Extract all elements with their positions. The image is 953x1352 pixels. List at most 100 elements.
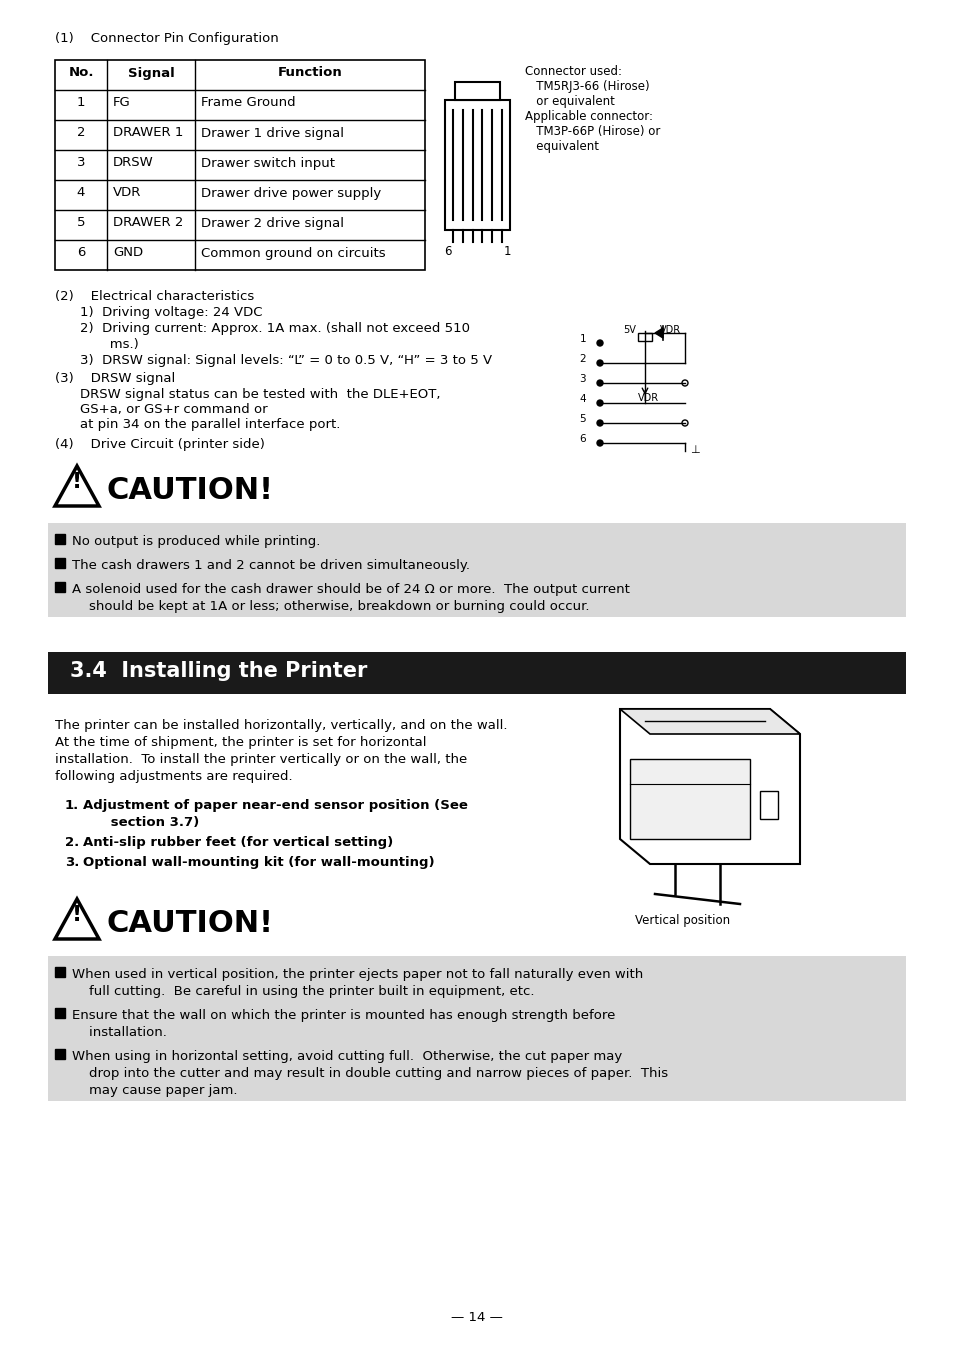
Bar — [55, 1049, 65, 1059]
Bar — [455, 82, 499, 100]
Text: following adjustments are required.: following adjustments are required. — [55, 771, 293, 783]
Text: section 3.7): section 3.7) — [83, 817, 199, 829]
Text: 1)  Driving voltage: 24 VDC: 1) Driving voltage: 24 VDC — [80, 306, 262, 319]
Text: DRSW signal status can be tested with  the DLE+EOT,: DRSW signal status can be tested with th… — [80, 388, 440, 402]
Polygon shape — [55, 466, 99, 506]
Circle shape — [597, 339, 602, 346]
Text: Function: Function — [277, 66, 342, 80]
Text: full cutting.  Be careful in using the printer built in equipment, etc.: full cutting. Be careful in using the pr… — [71, 986, 534, 998]
Bar — [444, 100, 510, 230]
Circle shape — [597, 439, 602, 446]
Circle shape — [597, 360, 602, 366]
Text: installation.: installation. — [71, 1026, 167, 1038]
Text: 3.4  Installing the Printer: 3.4 Installing the Printer — [70, 661, 367, 681]
Text: 2.: 2. — [65, 836, 79, 849]
Circle shape — [597, 380, 602, 387]
Text: VDR: VDR — [638, 393, 659, 403]
Bar — [629, 758, 749, 840]
Text: 1: 1 — [503, 245, 510, 258]
Text: (2)    Electrical characteristics: (2) Electrical characteristics — [55, 289, 254, 303]
Text: 2)  Driving current: Approx. 1A max. (shall not exceed 510: 2) Driving current: Approx. 1A max. (sha… — [80, 322, 470, 335]
Text: Drawer 1 drive signal: Drawer 1 drive signal — [201, 127, 344, 139]
Text: Drawer 2 drive signal: Drawer 2 drive signal — [201, 216, 344, 230]
Text: (4)    Drive Circuit (printer side): (4) Drive Circuit (printer side) — [55, 438, 265, 452]
Text: Optional wall-mounting kit (for wall-mounting): Optional wall-mounting kit (for wall-mou… — [83, 856, 435, 869]
Bar — [55, 581, 65, 592]
Bar — [55, 59, 424, 270]
Text: ⊥: ⊥ — [689, 445, 699, 456]
Text: 4: 4 — [77, 187, 85, 200]
Text: Anti-slip rubber feet (for vertical setting): Anti-slip rubber feet (for vertical sett… — [83, 836, 393, 849]
Text: A solenoid used for the cash drawer should be of 24 Ω or more.  The output curre: A solenoid used for the cash drawer shou… — [71, 583, 629, 596]
Text: CAUTION!: CAUTION! — [107, 909, 274, 938]
Text: Vertical position: Vertical position — [635, 914, 729, 927]
Text: DRSW: DRSW — [112, 157, 153, 169]
Bar — [48, 956, 905, 1101]
Text: VDR: VDR — [112, 187, 141, 200]
Text: ms.): ms.) — [80, 338, 138, 352]
Bar — [55, 558, 65, 568]
Text: VDR: VDR — [659, 324, 680, 335]
Text: No output is produced while printing.: No output is produced while printing. — [71, 535, 320, 548]
Text: (1)    Connector Pin Configuration: (1) Connector Pin Configuration — [55, 32, 278, 45]
Text: The cash drawers 1 and 2 cannot be driven simultaneously.: The cash drawers 1 and 2 cannot be drive… — [71, 558, 470, 572]
Text: 5: 5 — [578, 414, 585, 425]
Bar — [638, 333, 651, 341]
Text: DRAWER 2: DRAWER 2 — [112, 216, 183, 230]
Text: FG: FG — [112, 96, 131, 110]
Text: should be kept at 1A or less; otherwise, breakdown or burning could occur.: should be kept at 1A or less; otherwise,… — [71, 600, 589, 612]
Text: 2: 2 — [76, 127, 85, 139]
Text: 3: 3 — [76, 157, 85, 169]
Text: Common ground on circuits: Common ground on circuits — [201, 246, 385, 260]
Polygon shape — [619, 708, 800, 734]
Text: installation.  To install the printer vertically or on the wall, the: installation. To install the printer ver… — [55, 753, 467, 767]
Text: 1: 1 — [578, 334, 585, 343]
Text: may cause paper jam.: may cause paper jam. — [71, 1084, 237, 1096]
Text: 3.: 3. — [65, 856, 79, 869]
Text: 6: 6 — [578, 434, 585, 443]
Text: — 14 —: — 14 — — [451, 1311, 502, 1324]
Text: DRAWER 1: DRAWER 1 — [112, 127, 183, 139]
Text: No.: No. — [69, 66, 93, 80]
Text: The printer can be installed horizontally, vertically, and on the wall.: The printer can be installed horizontall… — [55, 719, 507, 731]
Text: GND: GND — [112, 246, 143, 260]
Text: 3)  DRSW signal: Signal levels: “L” = 0 to 0.5 V, “H” = 3 to 5 V: 3) DRSW signal: Signal levels: “L” = 0 t… — [80, 354, 492, 366]
Text: (3)    DRSW signal: (3) DRSW signal — [55, 372, 175, 385]
Bar — [55, 534, 65, 544]
Text: Drawer switch input: Drawer switch input — [201, 157, 335, 169]
Text: 4: 4 — [578, 393, 585, 404]
Circle shape — [597, 420, 602, 426]
Text: at pin 34 on the parallel interface port.: at pin 34 on the parallel interface port… — [80, 418, 340, 431]
Text: Frame Ground: Frame Ground — [201, 96, 295, 110]
Text: 6: 6 — [444, 245, 452, 258]
Text: !: ! — [71, 904, 82, 925]
Polygon shape — [619, 708, 800, 864]
Text: 2: 2 — [578, 354, 585, 364]
Bar — [760, 791, 778, 819]
Text: Ensure that the wall on which the printer is mounted has enough strength before: Ensure that the wall on which the printe… — [71, 1009, 615, 1022]
Text: GS+a, or GS+r command or: GS+a, or GS+r command or — [80, 403, 268, 416]
Bar — [55, 1009, 65, 1018]
Text: !: ! — [71, 472, 82, 492]
Text: drop into the cutter and may result in double cutting and narrow pieces of paper: drop into the cutter and may result in d… — [71, 1067, 667, 1080]
Text: Connector used:
   TM5RJ3-66 (Hirose)
   or equivalent
Applicable connector:
   : Connector used: TM5RJ3-66 (Hirose) or eq… — [524, 65, 659, 153]
Text: 1: 1 — [76, 96, 85, 110]
Text: CAUTION!: CAUTION! — [107, 476, 274, 506]
Text: Adjustment of paper near-end sensor position (See: Adjustment of paper near-end sensor posi… — [83, 799, 467, 813]
Text: Signal: Signal — [128, 66, 174, 80]
Text: Drawer drive power supply: Drawer drive power supply — [201, 187, 381, 200]
Text: 3: 3 — [578, 375, 585, 384]
Text: When used in vertical position, the printer ejects paper not to fall naturally e: When used in vertical position, the prin… — [71, 968, 642, 982]
Text: When using in horizontal setting, avoid cutting full.  Otherwise, the cut paper : When using in horizontal setting, avoid … — [71, 1051, 621, 1063]
Text: 6: 6 — [77, 246, 85, 260]
Polygon shape — [655, 329, 662, 338]
Polygon shape — [55, 899, 99, 940]
Circle shape — [597, 400, 602, 406]
Text: 5V: 5V — [623, 324, 636, 335]
Bar — [48, 523, 905, 617]
Bar — [48, 652, 905, 694]
Text: At the time of shipment, the printer is set for horizontal: At the time of shipment, the printer is … — [55, 735, 426, 749]
Text: 1.: 1. — [65, 799, 79, 813]
Bar — [55, 967, 65, 977]
Text: 5: 5 — [76, 216, 85, 230]
